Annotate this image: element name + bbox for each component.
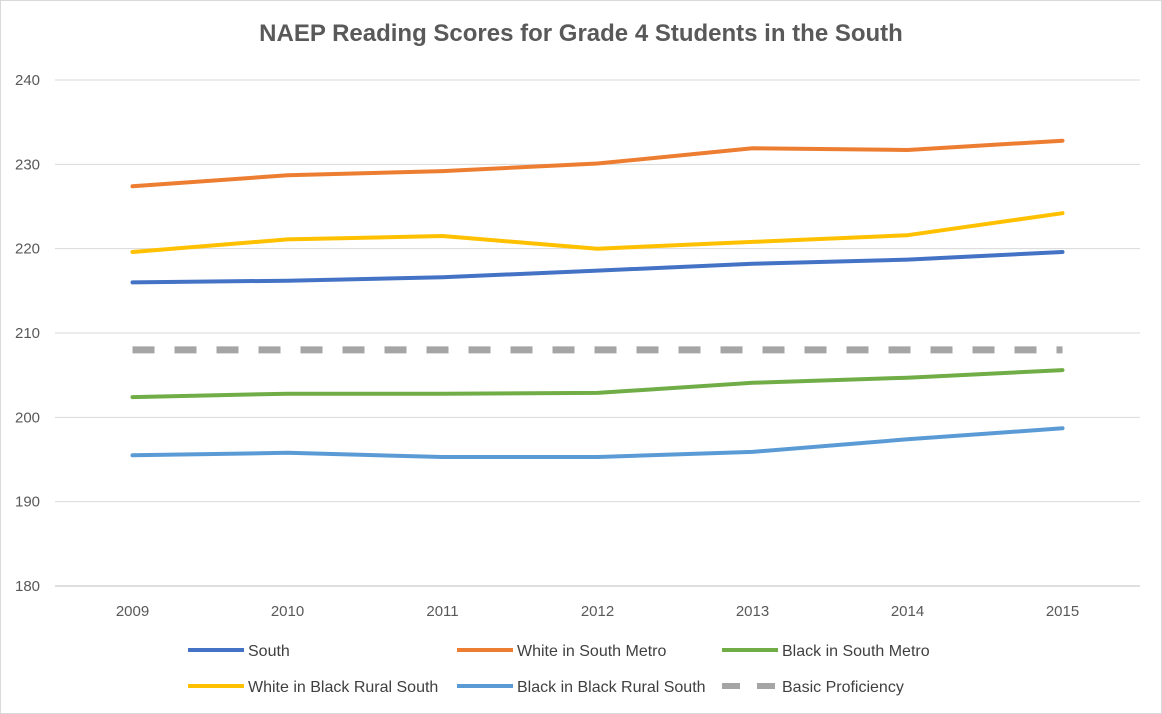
x-axis-ticks: 2009 2010 2011 2012 2013 2014 2015 — [116, 603, 1079, 620]
y-tick-label: 230 — [15, 156, 40, 173]
x-tick-label: 2011 — [426, 603, 458, 620]
legend-label: Black in South Metro — [782, 643, 930, 660]
series-line-4 — [130, 426, 1065, 459]
y-axis-ticks: 180 190 200 210 220 230 240 — [15, 72, 40, 595]
y-tick-label: 210 — [15, 325, 40, 342]
series-line-2 — [130, 368, 1065, 400]
y-tick-label: 240 — [15, 72, 40, 89]
y-tick-label: 190 — [15, 494, 40, 511]
x-tick-label: 2015 — [1046, 603, 1079, 620]
x-tick-label: 2010 — [271, 603, 304, 620]
series-line-3 — [130, 211, 1065, 254]
legend-label: Black in Black Rural South — [517, 679, 706, 696]
legend-label: White in South Metro — [517, 643, 667, 660]
x-tick-label: 2012 — [581, 603, 614, 620]
series-line-0 — [130, 250, 1065, 285]
legend-label: White in Black Rural South — [248, 679, 438, 696]
legend-label: Basic Proficiency — [782, 679, 904, 696]
gridlines — [55, 79, 1140, 587]
legend: South White in South Metro Black in South … — [188, 643, 930, 696]
legend-label: South — [248, 643, 290, 660]
y-tick-label: 200 — [15, 409, 40, 426]
x-tick-label: 2014 — [891, 603, 924, 620]
series-line-1 — [130, 138, 1065, 189]
x-tick-label: 2009 — [116, 603, 149, 620]
chart-title: NAEP Reading Scores for Grade 4 Students… — [259, 20, 903, 47]
x-tick-label: 2013 — [736, 603, 769, 620]
y-tick-label: 180 — [15, 578, 40, 595]
y-tick-label: 220 — [15, 241, 40, 258]
series-lines — [130, 138, 1065, 459]
